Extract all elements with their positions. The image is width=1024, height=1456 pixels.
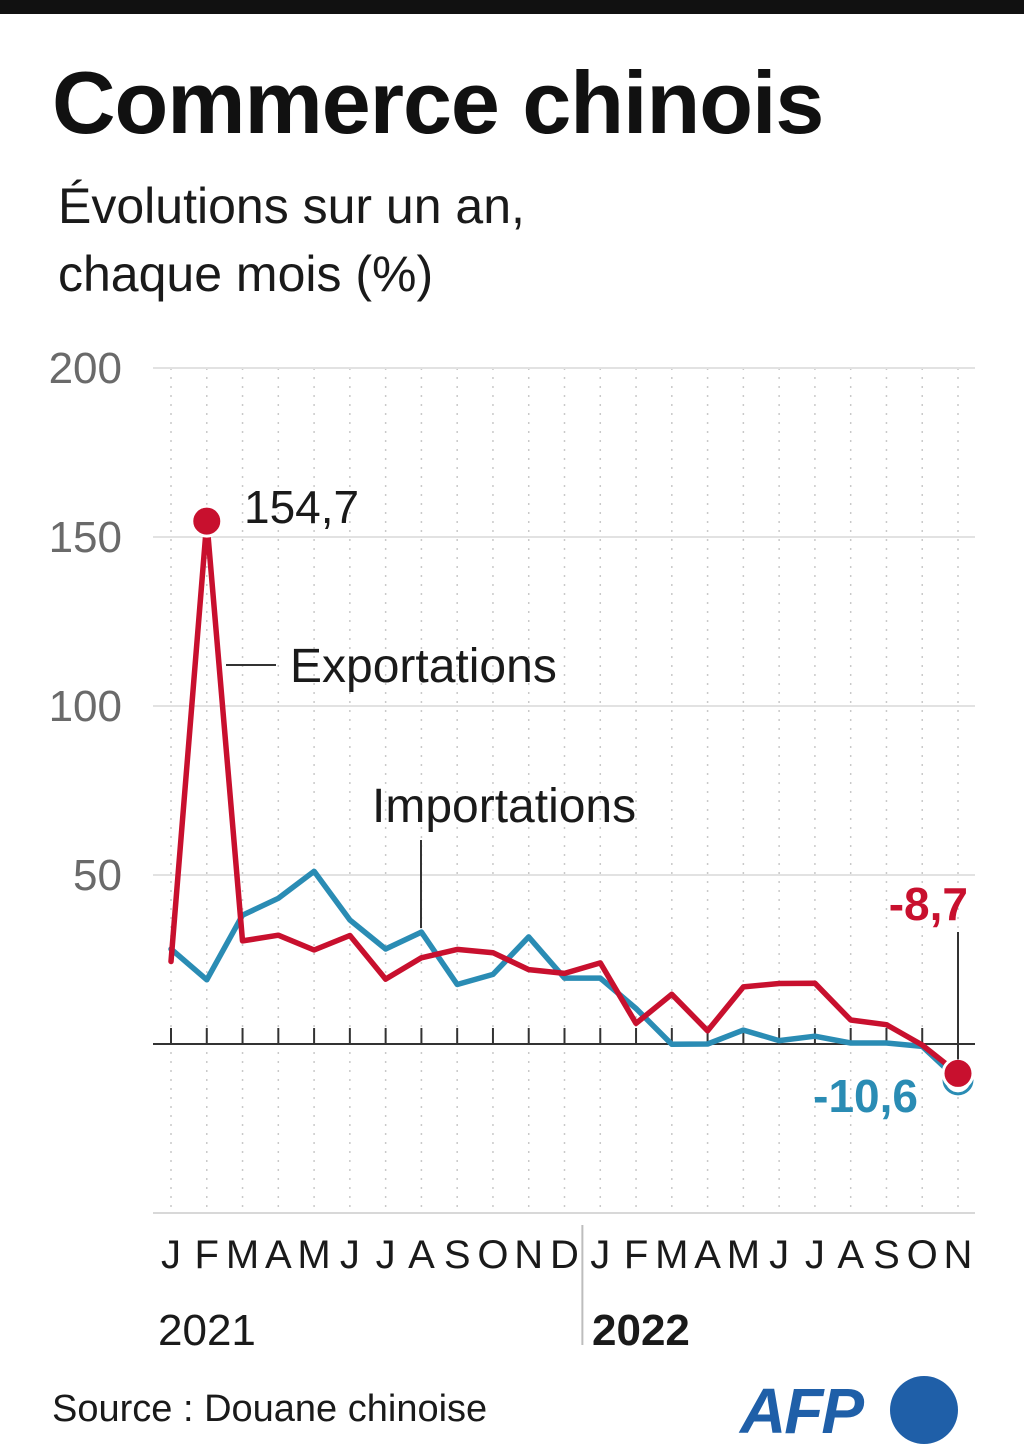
y-tick-label: 150: [49, 513, 122, 562]
x-tick-label: J: [769, 1233, 789, 1277]
chart-title: Commerce chinois: [52, 53, 824, 152]
x-tick-label: M: [655, 1233, 688, 1277]
x-tick-label: S: [444, 1233, 471, 1277]
x-tick-label: A: [694, 1233, 721, 1277]
annotations: 154,7 Exportations Importations -8,7 -10,6: [226, 481, 968, 1122]
grid: [153, 367, 975, 1213]
y-tick-label: 200: [49, 344, 122, 393]
year-label-2022: 2022: [592, 1306, 690, 1355]
top-bar: [0, 0, 1024, 14]
exports-last-point: [941, 1056, 975, 1090]
x-tick-label: A: [408, 1233, 435, 1277]
last-imports-label: -10,6: [813, 1070, 918, 1122]
subtitle-line-1: Évolutions sur un an,: [58, 178, 525, 234]
series-group: [168, 504, 975, 1096]
x-tick-label: M: [727, 1233, 760, 1277]
x-tick-label: F: [195, 1233, 219, 1277]
peak-exports-label: 154,7: [244, 481, 359, 533]
x-tick-label: S: [873, 1233, 900, 1277]
x-tick-label: O: [907, 1233, 938, 1277]
afp-logo-text: AFP: [740, 1375, 864, 1447]
x-tick-label: D: [550, 1233, 579, 1277]
exports-peak-point: [190, 504, 224, 538]
afp-logo: AFP: [740, 1372, 970, 1448]
afp-logo-dot: [890, 1376, 958, 1444]
x-tick-label: M: [226, 1233, 259, 1277]
imports-series-label: Importations: [372, 780, 636, 833]
x-tick-label: N: [944, 1233, 973, 1277]
x-tick-label: J: [805, 1233, 825, 1277]
x-tick-label: A: [265, 1233, 292, 1277]
exports-series-label: Exportations: [290, 640, 557, 693]
year-label-2021: 2021: [158, 1306, 256, 1355]
x-tick-label: J: [161, 1233, 181, 1277]
chart-subtitle: Évolutions sur un an, chaque mois (%): [58, 172, 525, 308]
y-tick-label: 50: [73, 851, 122, 900]
x-tick-label: J: [340, 1233, 360, 1277]
x-tick-label: J: [376, 1233, 396, 1277]
y-tick-label: 100: [49, 682, 122, 731]
subtitle-line-2: chaque mois (%): [58, 246, 434, 302]
x-tick-label: N: [514, 1233, 543, 1277]
x-tick-label: O: [477, 1233, 508, 1277]
imports-line: [168, 868, 961, 1083]
x-tick-label: A: [837, 1233, 864, 1277]
last-exports-label: -8,7: [889, 878, 968, 930]
x-tick-label: M: [297, 1233, 330, 1277]
x-tick-label: F: [624, 1233, 648, 1277]
exports-line: [168, 518, 961, 1077]
y-axis-ticks: 200 150 100 50: [49, 344, 122, 900]
source-note: Source : Douane chinoise: [52, 1388, 488, 1430]
x-tick-label: J: [590, 1233, 610, 1277]
